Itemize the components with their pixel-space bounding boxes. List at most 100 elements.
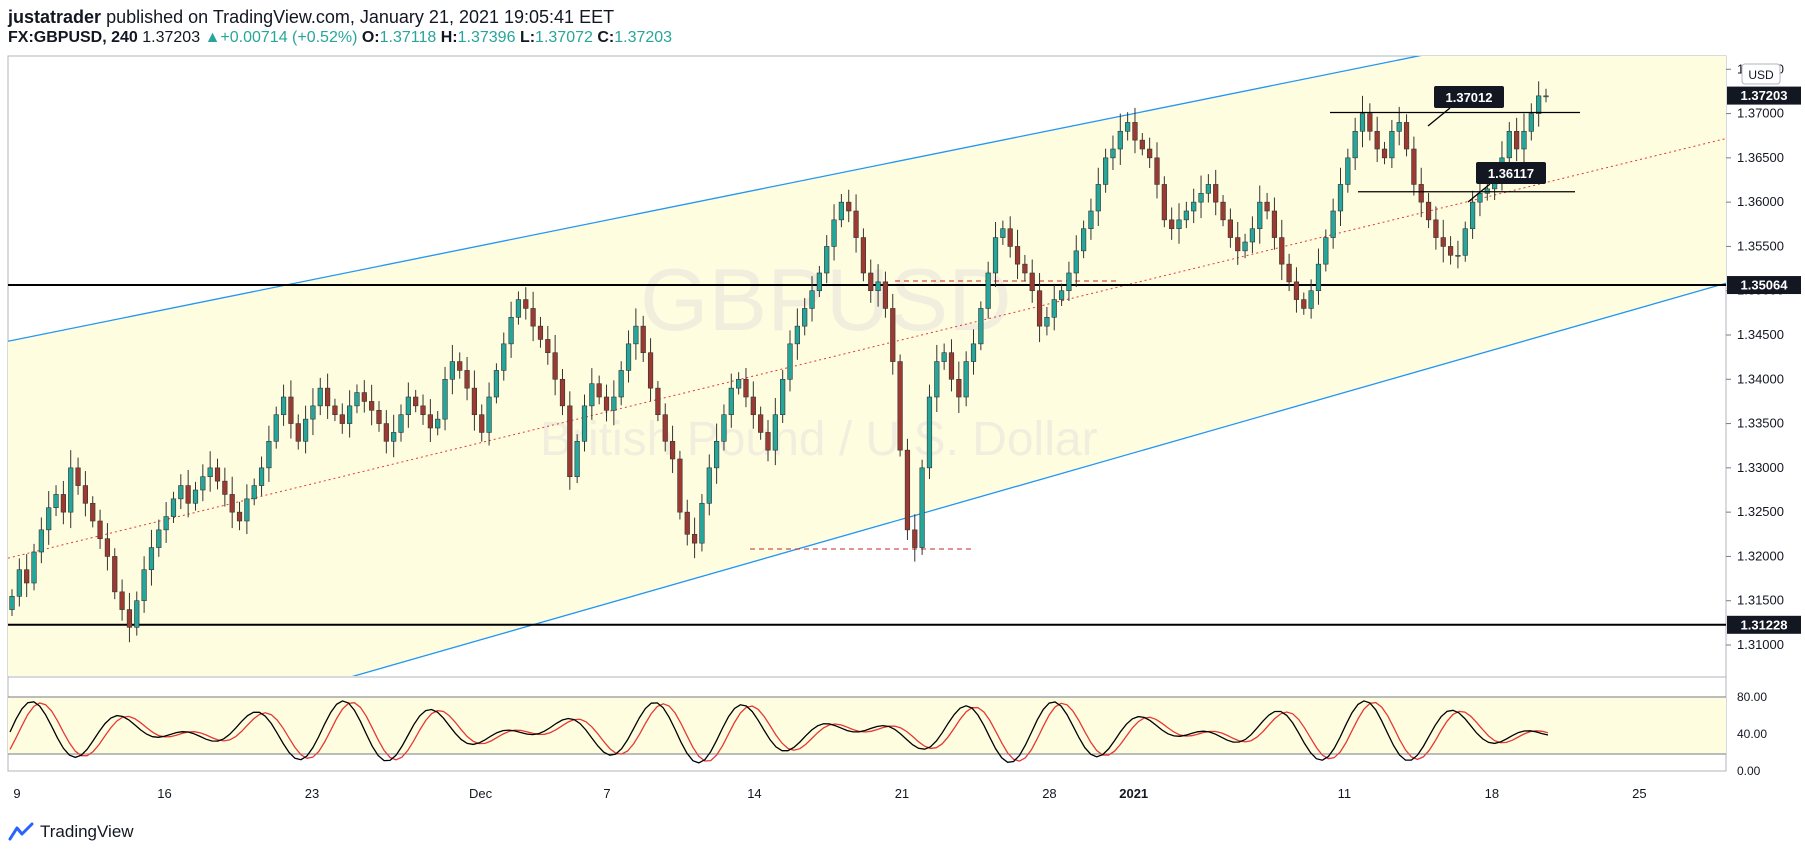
brand-name[interactable]: TradingView	[40, 822, 134, 841]
candle-body	[170, 498, 177, 517]
author-name[interactable]: justatrader	[8, 7, 102, 27]
candle	[978, 301, 984, 351]
candle	[1447, 236, 1454, 265]
candle	[200, 464, 206, 502]
candle	[1536, 81, 1542, 127]
candle	[515, 291, 522, 325]
candle	[236, 501, 243, 531]
candle-body	[119, 591, 125, 610]
candle-body	[545, 339, 551, 354]
candle-body	[38, 529, 44, 553]
candle	[1381, 141, 1388, 165]
candle	[1036, 273, 1043, 343]
candle-body	[596, 383, 602, 398]
channel-upper-line[interactable]	[8, 0, 1726, 342]
candle	[295, 414, 301, 450]
candle-body	[1411, 148, 1417, 185]
candle	[728, 373, 734, 428]
candles-group	[9, 81, 1549, 643]
candle	[537, 316, 544, 348]
time-axis[interactable]: 9 16 23 Dec 7 14 21 28 2021 11 18 25	[13, 786, 1646, 801]
chart-header: justatrader published on TradingView.com…	[8, 6, 614, 28]
candle-body	[589, 383, 595, 407]
candle	[1403, 114, 1410, 157]
candle	[68, 450, 74, 529]
candle-body	[405, 396, 411, 416]
candle	[38, 517, 44, 564]
candle	[405, 382, 411, 428]
candle-body	[574, 440, 580, 478]
candle	[178, 474, 184, 510]
candle	[53, 485, 59, 517]
callout-1[interactable]: 1.37012	[1427, 86, 1504, 127]
candle-body	[486, 396, 492, 433]
candle-body	[868, 272, 874, 292]
candle	[1543, 88, 1549, 103]
high-value: 1.37396	[457, 29, 516, 46]
candle-body	[802, 308, 808, 327]
candle-body	[1007, 228, 1013, 247]
candle	[170, 491, 177, 523]
candle-body	[391, 432, 397, 442]
stoch-tick-label: 80.00	[1737, 690, 1767, 704]
channel-lower-line[interactable]	[8, 282, 1726, 775]
candle	[214, 458, 221, 490]
close-label: C:	[597, 29, 615, 46]
candle-body	[1345, 157, 1351, 185]
candle-body	[288, 396, 294, 424]
candle-body	[90, 502, 96, 522]
callout-label: 1.36117	[1488, 166, 1534, 181]
candle	[1205, 174, 1211, 203]
candle	[471, 370, 478, 431]
candle	[1139, 133, 1145, 156]
axis-price-labels: 1.37203 1.35064 1.31228	[1727, 86, 1801, 634]
candle-body	[1418, 184, 1424, 203]
candle-body	[1169, 219, 1175, 230]
candle-body	[831, 219, 837, 247]
candle-body	[325, 387, 331, 407]
candle-body	[398, 414, 404, 433]
candle	[1132, 107, 1138, 154]
candle-body	[229, 494, 235, 513]
candle-body	[222, 480, 228, 495]
candle-body	[24, 569, 30, 584]
candle	[398, 404, 404, 442]
candle	[1117, 113, 1123, 165]
axis-price-tag-box	[1727, 276, 1801, 295]
candle-body	[530, 308, 536, 327]
up-triangle-icon: ▲	[204, 29, 221, 46]
candle-body	[684, 511, 690, 535]
symbol-label[interactable]: FX:GBPUSD, 240	[8, 29, 138, 46]
candle	[552, 335, 558, 396]
candle-body	[178, 485, 184, 500]
candle-body	[420, 405, 426, 416]
candle	[523, 287, 529, 320]
candle	[163, 502, 169, 543]
candle-body	[992, 237, 999, 274]
candle	[420, 394, 426, 425]
price-axis[interactable]: 1.375001.370001.365001.360001.355001.350…	[1726, 61, 1784, 652]
time-tick-label: 9	[13, 786, 20, 801]
candle-body	[244, 498, 250, 522]
candle-body	[662, 414, 668, 442]
candle	[669, 425, 676, 474]
callout-2[interactable]: 1.36117	[1467, 162, 1546, 203]
candle	[691, 517, 698, 559]
time-tick-label: 21	[895, 786, 909, 801]
candle	[1330, 198, 1336, 249]
candle-body	[134, 600, 140, 628]
candle	[501, 332, 507, 381]
currency-badge[interactable]: USD	[1741, 63, 1781, 85]
candle-body	[956, 378, 962, 398]
price-tick-label: 1.32500	[1737, 504, 1784, 519]
candle-body	[163, 516, 169, 531]
candle	[1433, 206, 1439, 250]
candle	[1396, 106, 1402, 146]
candle-body	[449, 361, 455, 380]
candle-body	[567, 405, 573, 478]
candle-body	[46, 507, 52, 531]
low-value: 1.37072	[535, 29, 593, 46]
candle-body	[464, 370, 470, 389]
currency-box	[1741, 63, 1781, 85]
